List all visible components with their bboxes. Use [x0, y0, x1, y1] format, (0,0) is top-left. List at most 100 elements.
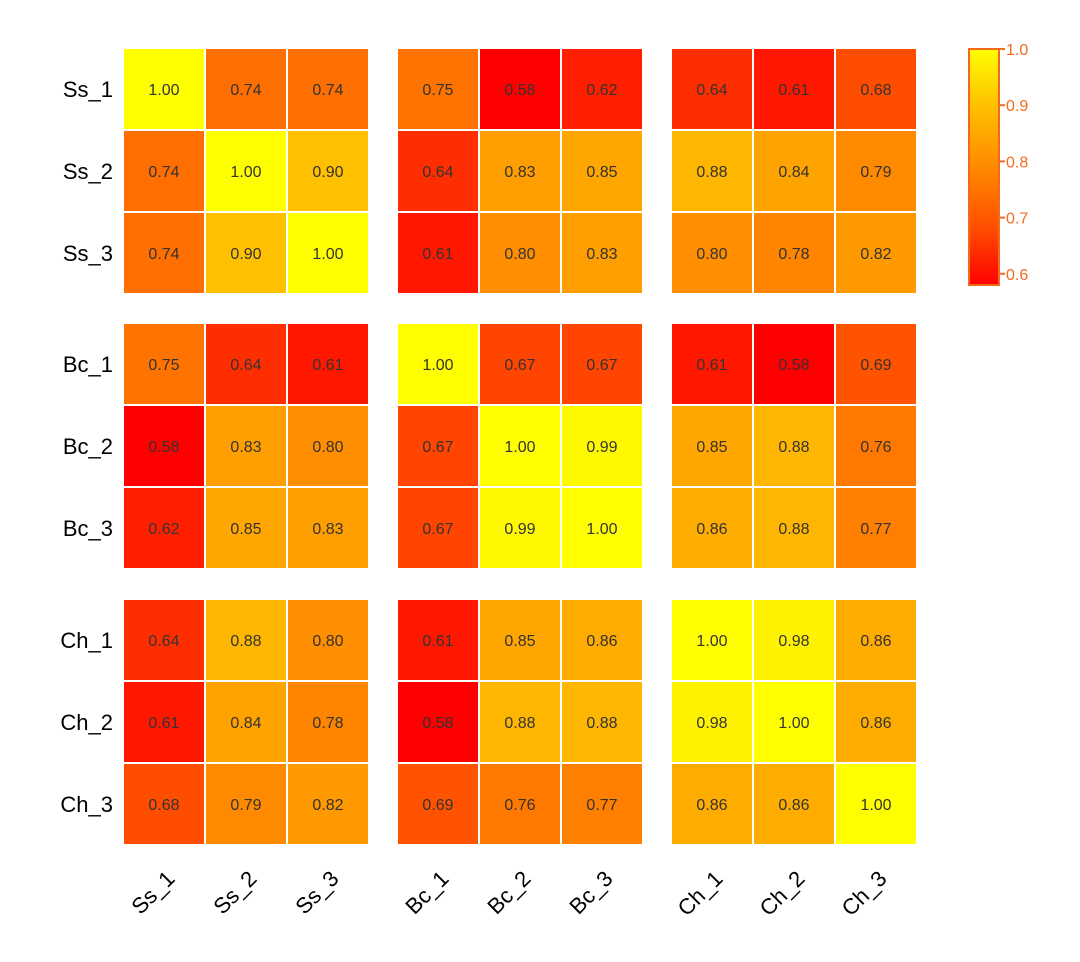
heatmap-cell [478, 211, 562, 295]
heatmap-cell [286, 762, 370, 846]
heatmap-cell [122, 486, 206, 570]
heatmap-cell [834, 322, 918, 406]
cell-value-label: 0.86 [696, 797, 727, 814]
heatmap-cell [204, 322, 288, 406]
cell-value-label: 0.61 [148, 715, 179, 732]
cell-value-label: 0.61 [422, 633, 453, 650]
cell-value-label: 0.58 [504, 82, 535, 99]
heatmap-cell [122, 211, 206, 295]
heatmap-cells [122, 47, 918, 846]
cell-value-label: 0.58 [778, 357, 809, 374]
row-label: Ss_1 [63, 77, 113, 102]
cell-value-label: 0.77 [860, 521, 891, 538]
column-label: Bc_2 [482, 866, 535, 919]
column-label: Bc_1 [400, 866, 453, 919]
cell-value-label: 1.00 [422, 357, 453, 374]
cell-value-label: 0.75 [148, 357, 179, 374]
column-label: Ch_3 [837, 866, 892, 921]
cell-value-label: 0.98 [778, 633, 809, 650]
cell-value-label: 1.00 [312, 246, 343, 263]
cell-value-label: 0.74 [312, 82, 343, 99]
cell-value-label: 0.88 [778, 521, 809, 538]
cell-value-label: 0.61 [778, 82, 809, 99]
cell-value-label: 0.74 [148, 246, 179, 263]
heatmap-cell [478, 486, 562, 570]
cell-value-label: 0.61 [312, 357, 343, 374]
heatmap-cell [204, 211, 288, 295]
heatmap-cell [670, 404, 754, 488]
cell-value-label: 0.74 [230, 82, 261, 99]
heatmap-cell [122, 404, 206, 488]
cell-value-label: 0.86 [860, 715, 891, 732]
heatmap-cell [122, 680, 206, 764]
heatmap-cell [122, 762, 206, 846]
row-label: Ss_2 [63, 159, 113, 184]
heatmap-cell [478, 680, 562, 764]
heatmap-cell [560, 762, 644, 846]
column-label: Ss_3 [290, 866, 343, 919]
cell-value-label: 0.83 [504, 164, 535, 181]
row-label: Ch_2 [60, 710, 113, 735]
heatmap-cell [396, 762, 480, 846]
cell-value-label: 0.85 [230, 521, 261, 538]
heatmap-cell [204, 598, 288, 682]
cell-value-label: 0.86 [586, 633, 617, 650]
cell-value-label: 0.62 [586, 82, 617, 99]
legend-tick-label: 0.7 [1006, 211, 1028, 228]
heatmap-cell [834, 762, 918, 846]
cell-value-label: 0.82 [860, 246, 891, 263]
cell-value-label: 0.76 [504, 797, 535, 814]
cell-value-label: 0.58 [422, 715, 453, 732]
cell-value-label: 0.83 [586, 246, 617, 263]
heatmap-cell [478, 598, 562, 682]
cell-value-label: 0.85 [586, 164, 617, 181]
heatmap-cell [396, 680, 480, 764]
heatmap-cell [560, 404, 644, 488]
legend-color-bar [968, 48, 1000, 286]
cell-value-label: 0.84 [778, 164, 809, 181]
cell-value-label: 0.64 [696, 82, 727, 99]
cell-value-label: 0.80 [312, 439, 343, 456]
cell-value-label: 0.99 [586, 439, 617, 456]
heatmap-cell [286, 486, 370, 570]
cell-value-label: 0.85 [504, 633, 535, 650]
column-label: Ss_1 [126, 866, 179, 919]
cell-value-label: 0.88 [230, 633, 261, 650]
heatmap-cell [560, 322, 644, 406]
cell-value-label: 0.88 [778, 439, 809, 456]
cell-value-label: 0.90 [312, 164, 343, 181]
heatmap-cell [286, 129, 370, 213]
row-label: Bc_1 [63, 352, 113, 377]
cell-value-label: 1.00 [778, 715, 809, 732]
cell-value-label: 0.74 [148, 164, 179, 181]
cell-value-label: 0.99 [504, 521, 535, 538]
heatmap-cell [670, 598, 754, 682]
cell-value-label: 0.61 [422, 246, 453, 263]
cell-value-label: 1.00 [586, 521, 617, 538]
color-legend: 1.0 0.9 0.8 0.7 0.6 [968, 42, 1028, 286]
heatmap-cell [834, 680, 918, 764]
cell-value-label: 0.80 [312, 633, 343, 650]
row-label: Bc_3 [63, 516, 113, 541]
cell-value-label: 0.86 [778, 797, 809, 814]
cell-value-label: 0.84 [230, 715, 261, 732]
cell-value-label: 0.86 [860, 633, 891, 650]
legend-tick-label: 0.9 [1006, 98, 1028, 115]
heatmap-cell [560, 47, 644, 131]
heatmap-cell [204, 486, 288, 570]
legend-tick-label: 0.8 [1006, 154, 1028, 171]
cell-value-label: 1.00 [504, 439, 535, 456]
heatmap-cell [286, 680, 370, 764]
cell-value-label: 1.00 [696, 633, 727, 650]
cell-value-label: 1.00 [230, 164, 261, 181]
legend-tick-label: 0.6 [1006, 267, 1028, 284]
heatmap-cell [670, 129, 754, 213]
heatmap-cell [560, 680, 644, 764]
column-label: Ch_1 [673, 866, 728, 921]
cell-value-label: 0.79 [860, 164, 891, 181]
row-label: Ch_1 [60, 628, 113, 653]
heatmap-cell [560, 211, 644, 295]
row-label: Ss_3 [63, 241, 113, 266]
heatmap-cell [204, 762, 288, 846]
